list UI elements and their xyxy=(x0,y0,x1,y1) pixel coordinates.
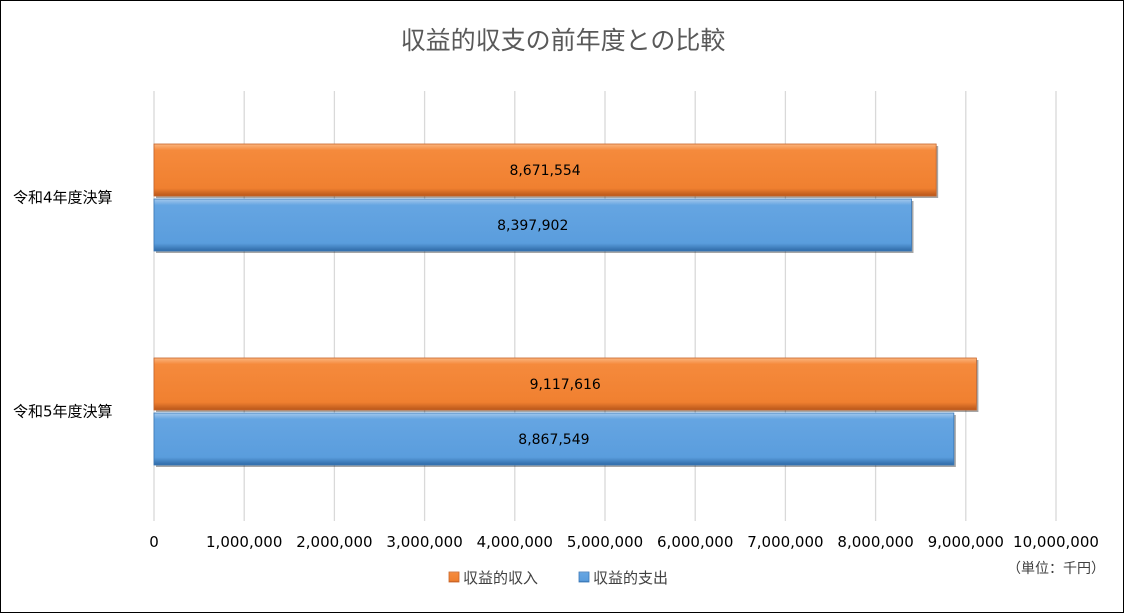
bar xyxy=(153,143,937,197)
legend-swatch xyxy=(578,571,590,583)
unit-label: （単位：千円） xyxy=(1007,561,1105,577)
x-tick-label: 10,000,000 xyxy=(1013,533,1099,551)
bar-value-label: 8,397,902 xyxy=(497,218,568,234)
legend-swatch xyxy=(448,571,460,583)
bars xyxy=(153,143,979,467)
x-tick-label: 8,000,000 xyxy=(837,533,913,551)
chart-title: 収益的収支の前年度との比較 xyxy=(401,26,726,55)
bar-value-label: 8,867,549 xyxy=(518,432,589,448)
data-labels: 8,671,554 8,397,902 9,117,616 8,867,549 xyxy=(497,163,601,448)
x-tick-label: 0 xyxy=(149,533,159,551)
x-axis-tick-labels: 0 1,000,000 2,000,000 3,000,000 4,000,000 5,0… xyxy=(149,533,1099,551)
x-tick-label: 5,000,000 xyxy=(567,533,643,551)
x-tick-label: 9,000,000 xyxy=(928,533,1004,551)
legend-label: 収益的支出 xyxy=(593,569,668,587)
x-tick-label: 7,000,000 xyxy=(747,533,823,551)
category-label: 令和5年度決算 xyxy=(13,403,113,421)
bar-value-label: 8,671,554 xyxy=(509,163,580,179)
x-tick-label: 4,000,000 xyxy=(477,533,553,551)
bar xyxy=(153,357,977,411)
legend-label: 収益的収入 xyxy=(463,569,538,587)
x-tick-label: 2,000,000 xyxy=(296,533,372,551)
bar xyxy=(153,198,912,252)
x-tick-label: 1,000,000 xyxy=(206,533,282,551)
bar-value-label: 9,117,616 xyxy=(530,377,601,393)
bar xyxy=(153,412,955,466)
x-tick-label: 6,000,000 xyxy=(657,533,733,551)
category-label: 令和4年度決算 xyxy=(13,189,113,207)
legend: 収益的収入 収益的支出 xyxy=(448,569,668,587)
x-tick-label: 3,000,000 xyxy=(386,533,462,551)
